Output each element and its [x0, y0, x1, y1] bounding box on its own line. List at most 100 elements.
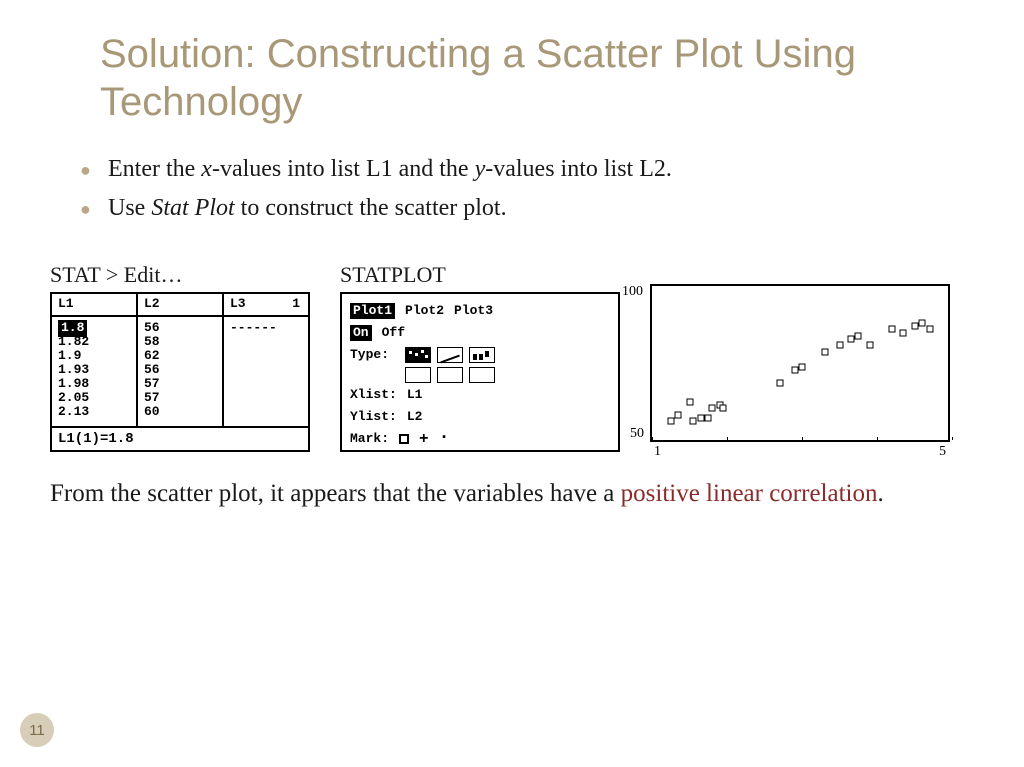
l2-cell: 60: [144, 404, 216, 418]
on-option: On: [350, 325, 372, 342]
scatter-point: [799, 364, 806, 371]
statplot-screen: Plot1 Plot2 Plot3 On Off Type:: [340, 292, 620, 452]
text-italic: x: [201, 156, 212, 182]
scatter-column: 100 50 1 5: [650, 284, 974, 442]
scatter-point: [855, 332, 862, 339]
text-italic: y: [475, 156, 486, 182]
x-axis-min: 1: [654, 444, 661, 460]
mark-plus-icon: +: [419, 429, 429, 450]
scatter-point: [791, 367, 798, 374]
text: L3: [230, 296, 246, 313]
modboxplot-type-icon: [437, 367, 463, 383]
text: 1: [292, 296, 300, 313]
l2-column: 56586256575760: [138, 317, 224, 426]
ylist-row: Ylist: L2: [350, 406, 610, 428]
onoff-row: On Off: [350, 322, 610, 344]
stat-edit-column: STAT > Edit… L1 L2 L3 1 1.81.821.91.931.…: [50, 262, 310, 452]
l2-cell: 57: [144, 376, 216, 390]
ylist-label: Ylist:: [350, 409, 397, 426]
scatter-point: [686, 399, 693, 406]
type-label: Type:: [350, 347, 389, 364]
text: -values into list L1 and the: [212, 156, 475, 182]
type-row-2: Type:: [350, 366, 610, 384]
l2-cell: 58: [144, 334, 216, 348]
statplot-label: STATPLOT: [340, 262, 620, 288]
text: From the scatter plot, it appears that t…: [50, 480, 621, 507]
scatter-point: [821, 348, 828, 355]
l1-cell: 1.93: [58, 362, 130, 376]
ylist-value: L2: [407, 409, 423, 426]
l2-cell: 62: [144, 348, 216, 362]
x-axis-max: 5: [939, 444, 946, 460]
histogram-type-icon: [469, 347, 495, 363]
plot3-option: Plot3: [454, 303, 493, 320]
scatter-point: [889, 326, 896, 333]
scatter-point: [705, 414, 712, 421]
mark-dot-icon: [439, 427, 450, 450]
statplot-column: STATPLOT Plot1 Plot2 Plot3 On Off Type:: [340, 262, 620, 452]
scatter-plot: 100 50 1 5: [650, 284, 950, 442]
stat-edit-header: L1 L2 L3 1: [52, 294, 308, 317]
text: -values into list L2.: [485, 156, 672, 182]
mark-square-icon: [399, 434, 409, 444]
screens-row: STAT > Edit… L1 L2 L3 1 1.81.821.91.931.…: [50, 262, 974, 452]
plot1-option: Plot1: [350, 303, 395, 320]
l2-cell: 57: [144, 390, 216, 404]
bullet-item: Use Stat Plot to construct the scatter p…: [80, 195, 974, 222]
scatter-point: [675, 411, 682, 418]
stat-edit-body: 1.81.821.91.931.982.052.13 5658625657576…: [52, 317, 308, 428]
x-tick: [652, 437, 653, 440]
stat-edit-footer: L1(1)=1.8: [52, 428, 308, 450]
l1-cell: 2.05: [58, 390, 130, 404]
scatter-point: [866, 342, 873, 349]
off-option: Off: [382, 325, 405, 342]
x-tick: [877, 437, 878, 440]
scatter-point: [709, 405, 716, 412]
scatter-point: [776, 380, 783, 387]
mark-label: Mark:: [350, 431, 389, 448]
scatter-point: [847, 335, 854, 342]
col-header-l1: L1: [52, 294, 138, 315]
text-italic: Stat Plot: [151, 195, 234, 221]
text: to construct the scatter plot.: [235, 195, 507, 221]
l1-column: 1.81.821.91.931.982.052.13: [52, 317, 138, 426]
conclusion-emphasis: positive linear correlation: [621, 480, 878, 507]
x-tick: [727, 437, 728, 440]
bullet-item: Enter the x-values into list L1 and the …: [80, 156, 974, 183]
l1-cell: 1.82: [58, 334, 130, 348]
scatter-point: [667, 418, 674, 425]
text: Use: [108, 195, 151, 221]
l1-cell: 1.9: [58, 348, 130, 362]
l2-cell: 56: [144, 320, 216, 334]
type-icons: [405, 347, 495, 363]
l1-cell: 1.8: [58, 320, 130, 334]
plot2-option: Plot2: [405, 303, 444, 320]
y-axis-min: 50: [630, 426, 644, 442]
xlist-row: Xlist: L1: [350, 384, 610, 406]
conclusion-text: From the scatter plot, it appears that t…: [50, 477, 974, 511]
text: Enter the: [108, 156, 201, 182]
scatter-point: [690, 418, 697, 425]
normprob-type-icon: [469, 367, 495, 383]
col-header-l2: L2: [138, 294, 224, 315]
plot-select-row: Plot1 Plot2 Plot3: [350, 300, 610, 322]
col-header-l3: L3 1: [224, 294, 308, 315]
stat-edit-label: STAT > Edit…: [50, 262, 310, 288]
scatter-point: [926, 326, 933, 333]
l1-cell: 2.13: [58, 404, 130, 418]
l2-cell: 56: [144, 362, 216, 376]
scatter-point: [919, 320, 926, 327]
type-icons-2: [405, 367, 495, 383]
scatter-point: [900, 329, 907, 336]
type-row: Type:: [350, 344, 610, 366]
l3-column: ------: [224, 317, 308, 426]
line-type-icon: [437, 347, 463, 363]
xlist-label: Xlist:: [350, 387, 397, 404]
scatter-point: [911, 323, 918, 330]
l1-cell: 1.98: [58, 376, 130, 390]
xlist-value: L1: [407, 387, 423, 404]
scatter-point: [836, 342, 843, 349]
text: .: [878, 480, 884, 507]
boxplot-type-icon: [405, 367, 431, 383]
page-number-badge: 11: [20, 713, 54, 747]
